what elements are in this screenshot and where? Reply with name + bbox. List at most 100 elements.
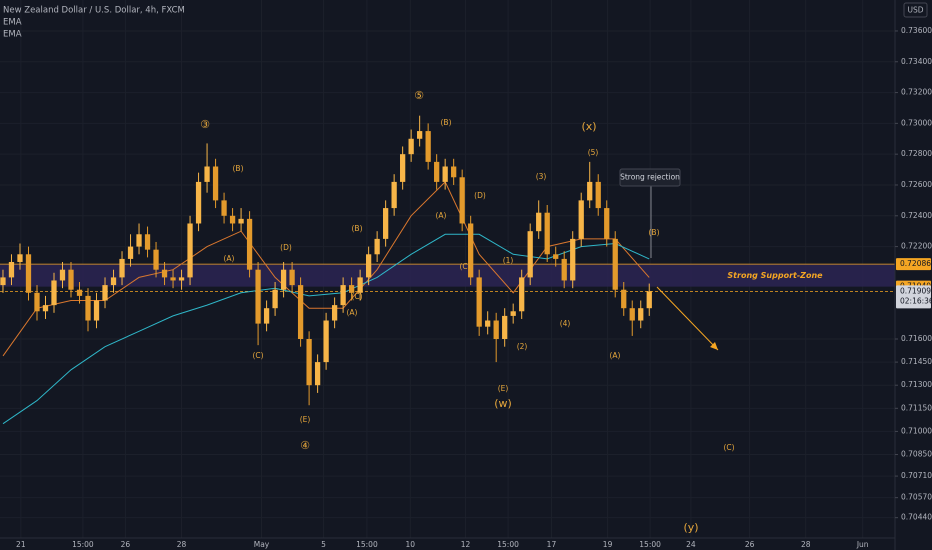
- candle-body: [93, 300, 100, 321]
- wave-label: (3): [536, 172, 547, 181]
- candle-body: [153, 249, 159, 270]
- y-tick-label: 0.72800: [901, 149, 932, 158]
- candle-body: [280, 269, 287, 290]
- legend-entry: EMA: [3, 18, 22, 28]
- x-tick-label: 21: [16, 540, 26, 549]
- x-tick-label: 19: [603, 540, 613, 549]
- wave-label: ③: [200, 118, 210, 131]
- candle-body: [502, 315, 508, 340]
- arrow-head: [710, 342, 718, 350]
- candle-body: [365, 254, 372, 278]
- candle-body: [170, 277, 176, 281]
- wave-label: (A): [224, 254, 235, 263]
- candle-body: [42, 305, 49, 312]
- wave-label: (C): [459, 262, 470, 271]
- candle-body: [595, 181, 601, 209]
- candle-body: [221, 200, 227, 216]
- y-tick-label: 0.70570: [901, 493, 932, 502]
- candle-body: [357, 277, 363, 293]
- y-tick-label: 0.70850: [901, 450, 932, 459]
- candle-body: [255, 269, 261, 324]
- candle-body: [0, 277, 6, 286]
- ema-line: [2, 181, 650, 357]
- candle-body: [25, 254, 32, 293]
- candle-body: [612, 238, 618, 290]
- chart-title: New Zealand Dollar / U.S. Dollar, 4h, FX…: [3, 6, 185, 16]
- wave-label: (E): [300, 415, 311, 424]
- candle-body: [238, 218, 244, 224]
- y-tick-label: 0.72200: [901, 242, 932, 251]
- candle-body: [136, 234, 142, 247]
- candle-body: [34, 292, 40, 312]
- candle-body: [297, 285, 304, 340]
- y-tick-label: 0.73400: [901, 57, 932, 66]
- wave-label: (C): [351, 292, 362, 301]
- x-tick-label: 24: [686, 540, 696, 549]
- candle-body: [629, 308, 635, 321]
- y-tick-label: 0.73600: [901, 26, 932, 35]
- candle-body: [510, 311, 516, 316]
- wave-label: (2): [517, 342, 528, 351]
- candle-body: [425, 131, 431, 162]
- wave-label: (D): [280, 243, 292, 252]
- x-tick-label: 26: [121, 540, 131, 549]
- candle-body: [578, 200, 584, 239]
- wave-label: (A): [347, 308, 358, 317]
- candle-body: [314, 362, 321, 386]
- y-tick-label: 0.71150: [901, 403, 932, 412]
- y-tick-label: 0.72600: [901, 180, 932, 189]
- candle-body: [485, 320, 491, 327]
- x-tick-label: 28: [801, 540, 811, 549]
- candle-body: [195, 181, 202, 224]
- wave-label: (B): [352, 224, 363, 233]
- y-tick-label: 0.70440: [901, 513, 932, 522]
- wave-label: (C): [252, 351, 263, 360]
- candle-body: [638, 308, 644, 321]
- y-tick-label: 0.72400: [901, 211, 932, 220]
- wave-label: (5): [588, 148, 599, 157]
- x-tick-label: 15:00: [356, 540, 378, 549]
- wave-label: (w): [494, 397, 512, 410]
- x-tick-label: May: [254, 540, 270, 549]
- wave-label: (4): [560, 319, 571, 328]
- currency-box[interactable]: [903, 2, 928, 18]
- x-tick-label: 5: [321, 540, 326, 549]
- candle-body: [621, 289, 627, 309]
- candle-body: [400, 154, 406, 182]
- candle-body: [544, 212, 550, 255]
- wave-label: (A): [610, 351, 621, 360]
- wave-label: ④: [300, 439, 310, 452]
- wave-label: (1): [503, 256, 514, 265]
- candle-body: [212, 166, 219, 201]
- x-tick-label: Jun: [856, 540, 869, 549]
- x-tick-label: 15:00: [497, 540, 519, 549]
- x-tick-label: 26: [745, 540, 755, 549]
- wave-label: (B): [441, 118, 452, 127]
- candle-body: [476, 277, 482, 327]
- price-tag-label: 0.72086: [900, 259, 931, 268]
- wave-label: (E): [498, 384, 509, 393]
- candle-body: [417, 131, 423, 139]
- support-zone: [0, 264, 895, 287]
- currency[interactable]: USD: [907, 6, 923, 15]
- candle-body: [68, 269, 74, 290]
- ema-line: [2, 233, 650, 425]
- candle-body: [323, 320, 329, 363]
- candle-layer: [0, 115, 652, 406]
- candle-body: [348, 285, 355, 293]
- callout-box: [619, 168, 681, 187]
- candle-body: [587, 181, 593, 201]
- y-tick-label: 0.70710: [901, 471, 932, 480]
- candle-body: [561, 258, 567, 281]
- ema-layer: [2, 181, 650, 425]
- wave-label: (C): [723, 443, 734, 452]
- candle-body: [272, 289, 278, 309]
- candle-body: [340, 285, 346, 306]
- candle-body: [331, 305, 338, 321]
- last-price-tag: [896, 285, 931, 309]
- candle-body: [374, 238, 380, 255]
- candle-body: [468, 223, 474, 278]
- candle-body: [263, 308, 270, 324]
- candle-body: [85, 295, 91, 321]
